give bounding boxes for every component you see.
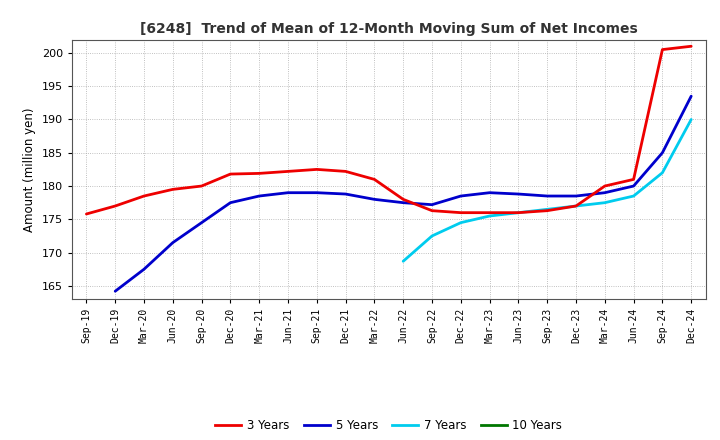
3 Years [600,183,609,189]
Line: 3 Years: 3 Years [86,46,691,214]
7 Years [600,200,609,205]
3 Years [399,197,408,202]
7 Years [514,210,523,215]
7 Years [543,207,552,212]
Line: 5 Years: 5 Years [115,96,691,291]
5 Years [284,190,292,195]
5 Years [658,150,667,155]
5 Years [629,183,638,189]
5 Years [140,267,148,272]
7 Years [629,194,638,199]
3 Years [456,210,465,215]
5 Years [399,200,408,205]
7 Years [687,117,696,122]
3 Years [572,203,580,209]
3 Years [514,210,523,215]
3 Years [140,194,148,199]
Legend: 3 Years, 5 Years, 7 Years, 10 Years: 3 Years, 5 Years, 7 Years, 10 Years [210,414,567,436]
5 Years [111,289,120,294]
5 Years [341,191,350,197]
7 Years [658,170,667,176]
3 Years [341,169,350,174]
5 Years [168,240,177,245]
3 Years [226,172,235,177]
5 Years [543,194,552,199]
7 Years [572,203,580,209]
3 Years [687,44,696,49]
7 Years [428,233,436,238]
3 Years [629,177,638,182]
5 Years [687,94,696,99]
3 Years [82,211,91,216]
Title: [6248]  Trend of Mean of 12-Month Moving Sum of Net Incomes: [6248] Trend of Mean of 12-Month Moving … [140,22,638,36]
Line: 7 Years: 7 Years [403,120,691,261]
5 Years [197,220,206,225]
3 Years [312,167,321,172]
3 Years [284,169,292,174]
3 Years [428,208,436,213]
5 Years [226,200,235,205]
Y-axis label: Amount (million yen): Amount (million yen) [23,107,36,231]
3 Years [485,210,494,215]
5 Years [456,194,465,199]
5 Years [485,190,494,195]
5 Years [514,191,523,197]
5 Years [312,190,321,195]
3 Years [168,187,177,192]
3 Years [255,171,264,176]
5 Years [572,194,580,199]
5 Years [600,190,609,195]
3 Years [370,177,379,182]
5 Years [370,197,379,202]
3 Years [197,183,206,189]
5 Years [255,194,264,199]
3 Years [658,47,667,52]
7 Years [485,213,494,219]
7 Years [456,220,465,225]
3 Years [111,203,120,209]
5 Years [428,202,436,207]
3 Years [543,208,552,213]
7 Years [399,259,408,264]
